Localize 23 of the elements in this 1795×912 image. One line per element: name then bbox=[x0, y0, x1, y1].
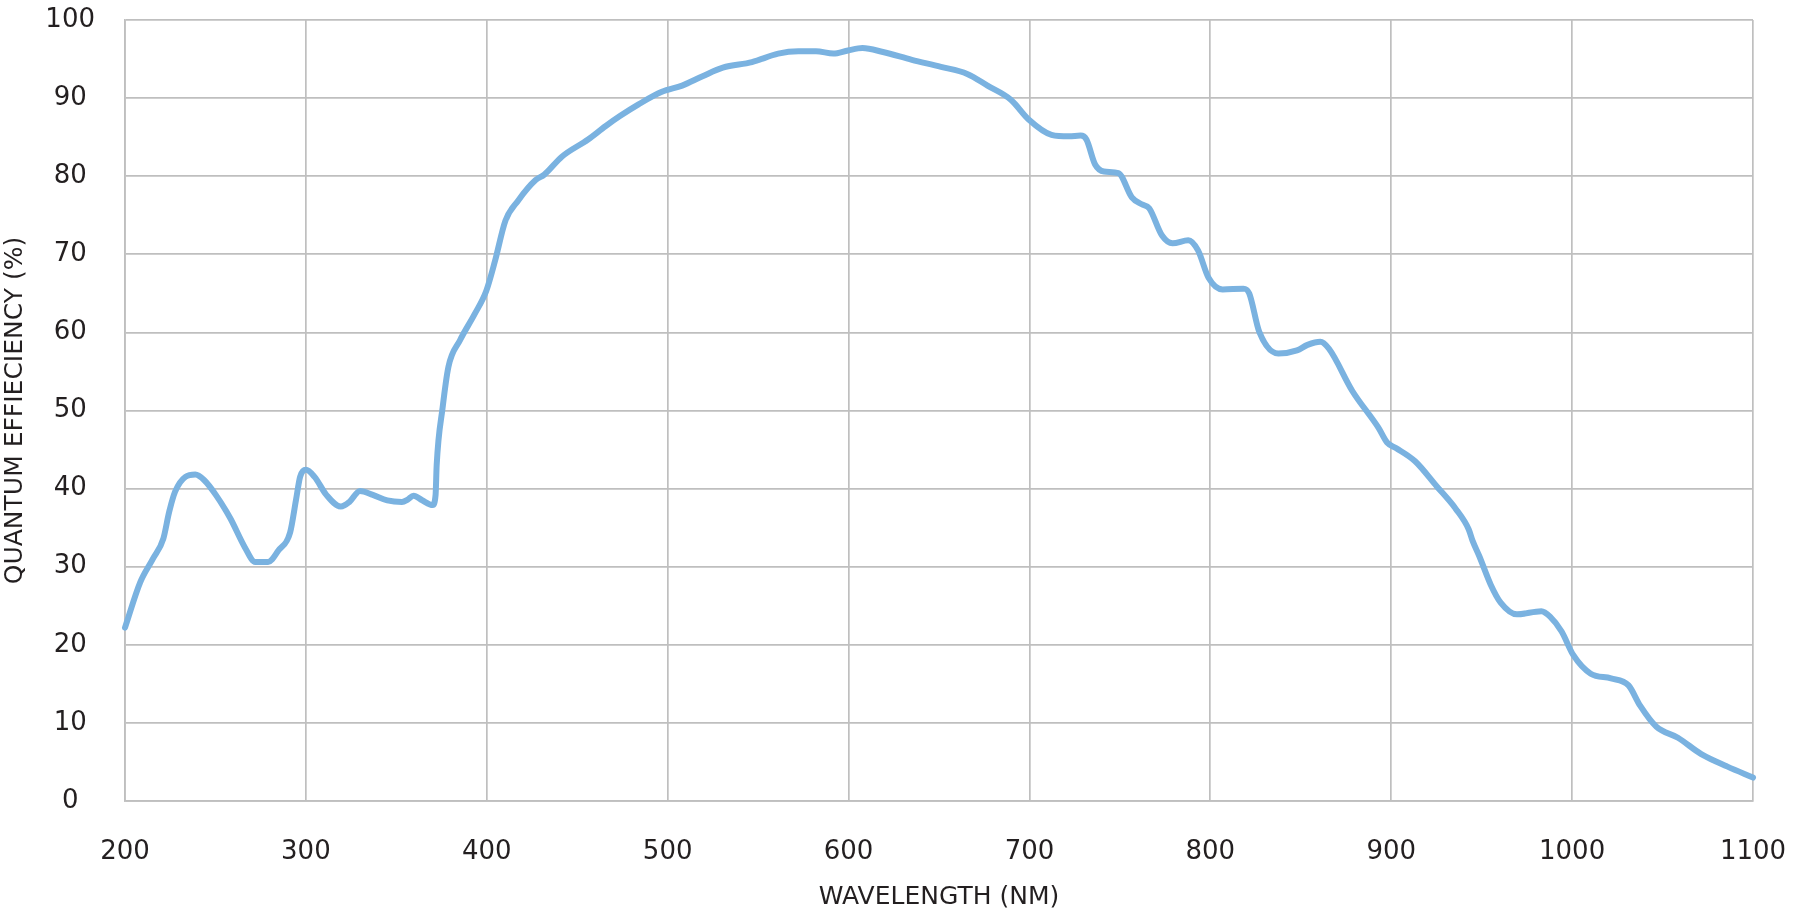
y-tick-label: 80 bbox=[53, 158, 87, 189]
y-tick-label: 40 bbox=[53, 471, 87, 502]
y-tick-label: 20 bbox=[53, 627, 87, 658]
x-tick-label: 700 bbox=[1004, 835, 1055, 866]
y-tick-label: 30 bbox=[53, 549, 87, 580]
x-tick-label: 1100 bbox=[1719, 835, 1787, 866]
x-tick-label: 1000 bbox=[1539, 835, 1606, 866]
x-tick-label: 200 bbox=[100, 835, 150, 866]
x-tick-label: 400 bbox=[461, 835, 512, 866]
x-tick-label: 500 bbox=[642, 835, 693, 866]
x-axis-title: WAVELENGTH (NM) bbox=[818, 880, 1060, 910]
x-tick-label: 600 bbox=[823, 835, 874, 866]
y-tick-label: 100 bbox=[45, 2, 96, 33]
y-tick-label: 50 bbox=[53, 393, 87, 424]
y-tick-label: 70 bbox=[53, 237, 87, 268]
y-tick-label: 10 bbox=[53, 705, 87, 736]
y-axis-title: QUANTUM EFFIECIENCY (%) bbox=[0, 236, 28, 585]
x-tick-label: 800 bbox=[1185, 835, 1236, 866]
y-tick-label: 60 bbox=[53, 315, 87, 346]
x-tick-label: 900 bbox=[1366, 835, 1417, 866]
y-tick-label: 0 bbox=[61, 783, 79, 814]
x-tick-label: 300 bbox=[281, 835, 331, 866]
y-tick-label: 90 bbox=[53, 80, 87, 111]
